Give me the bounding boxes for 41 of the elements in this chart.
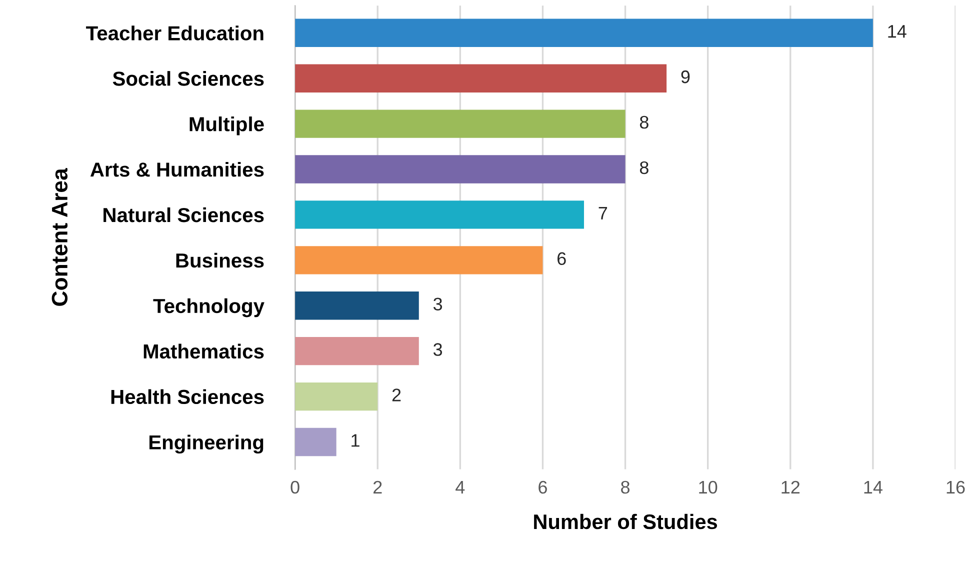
data-label: 2 bbox=[392, 388, 401, 402]
x-tick-label: 2 bbox=[374, 480, 382, 494]
y-tick-label: Technology bbox=[153, 298, 264, 318]
bar bbox=[295, 292, 419, 320]
y-tick-label: Teacher Education bbox=[86, 26, 264, 40]
x-tick-label: 16 bbox=[946, 480, 965, 494]
data-label: 9 bbox=[681, 70, 690, 84]
data-label: 8 bbox=[640, 161, 648, 174]
data-label: 14 bbox=[888, 25, 906, 38]
y-tick-label: Social Sciences bbox=[112, 71, 264, 86]
data-label: 8 bbox=[640, 116, 648, 129]
bar bbox=[295, 18, 873, 47]
y-tick-label: Mathematics bbox=[144, 344, 264, 359]
bar bbox=[295, 428, 336, 456]
bar bbox=[295, 336, 419, 366]
x-axis-title: Number of Studies bbox=[534, 514, 718, 530]
data-label: 6 bbox=[558, 252, 566, 266]
data-label: 1 bbox=[352, 434, 360, 447]
x-tick-label: 6 bbox=[538, 480, 547, 494]
y-tick-label: Multiple bbox=[190, 116, 264, 136]
bar bbox=[295, 155, 626, 184]
bar bbox=[295, 200, 584, 229]
x-tick-label: 14 bbox=[864, 481, 882, 494]
bar bbox=[295, 64, 667, 92]
x-tick-label: 8 bbox=[621, 480, 630, 494]
y-tick-label: Engineering bbox=[149, 434, 264, 454]
bar bbox=[295, 246, 543, 274]
x-tick-label: 12 bbox=[782, 480, 800, 494]
bar bbox=[295, 110, 626, 138]
x-tick-label: 10 bbox=[699, 480, 718, 494]
y-tick-label: Health Sciences bbox=[111, 389, 264, 404]
y-tick-label: Arts & Humanities bbox=[90, 162, 264, 177]
data-label: 3 bbox=[433, 298, 442, 310]
data-label: 7 bbox=[598, 206, 608, 220]
y-tick-label: Business bbox=[176, 252, 264, 268]
y-tick-label: Natural Sciences bbox=[104, 207, 264, 222]
data-label: 3 bbox=[433, 343, 442, 356]
bar bbox=[295, 382, 378, 411]
x-tick-label: 0 bbox=[290, 480, 300, 494]
y-axis-title: Content Area bbox=[52, 168, 68, 306]
x-tick-label: 4 bbox=[456, 481, 465, 494]
